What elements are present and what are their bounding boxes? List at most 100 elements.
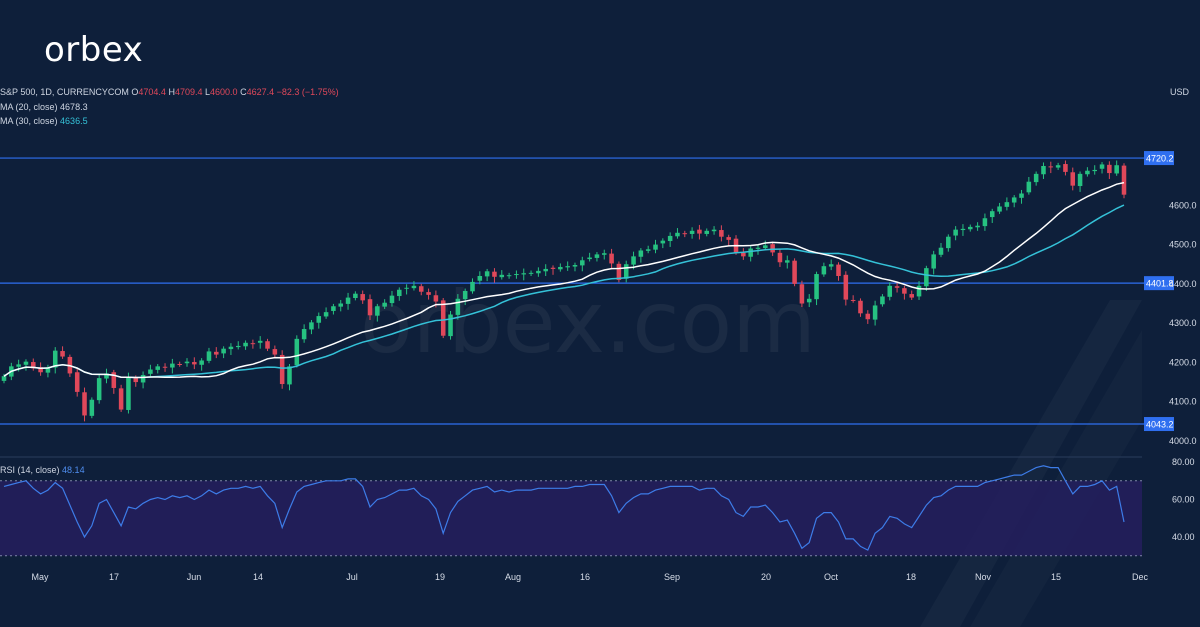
ma20-value: 4678.3 bbox=[60, 102, 88, 112]
candle-body bbox=[1092, 169, 1097, 172]
x-tick-label: 19 bbox=[435, 572, 445, 582]
candle-body bbox=[470, 281, 475, 292]
y-tick-label: 4300.0 bbox=[1169, 318, 1197, 328]
candle-body bbox=[1033, 173, 1039, 183]
high-label: H bbox=[168, 87, 175, 97]
candle-body bbox=[704, 230, 710, 234]
candle-body bbox=[806, 298, 812, 303]
candle-body bbox=[645, 249, 651, 251]
candle-body bbox=[828, 264, 834, 267]
candle-body bbox=[587, 257, 592, 260]
x-tick-label: Sep bbox=[664, 572, 680, 582]
candle-body bbox=[909, 294, 914, 298]
candle-body bbox=[953, 229, 958, 236]
candle-body bbox=[558, 266, 563, 270]
candle-body bbox=[448, 314, 453, 337]
candle-body bbox=[799, 284, 805, 304]
candle-body bbox=[887, 285, 893, 297]
candle-body bbox=[865, 313, 871, 320]
candle-body bbox=[916, 285, 922, 297]
open-label: O bbox=[131, 87, 139, 97]
candle-body bbox=[843, 274, 849, 300]
candle-body bbox=[1114, 165, 1119, 174]
candle-body bbox=[155, 366, 160, 370]
candle-body bbox=[609, 253, 614, 264]
price-level-tag bbox=[1144, 276, 1174, 291]
x-tick-label: 15 bbox=[1051, 572, 1061, 582]
candle-body bbox=[689, 230, 695, 234]
candle-body bbox=[426, 292, 431, 295]
y-tick-label: 4600.0 bbox=[1169, 200, 1197, 210]
decor-stripe bbox=[970, 330, 1142, 627]
candle-body bbox=[1019, 193, 1024, 198]
candle-body bbox=[968, 226, 973, 230]
candle-body bbox=[214, 351, 219, 355]
candle-body bbox=[294, 338, 300, 366]
candle-body bbox=[902, 288, 907, 294]
candle-body bbox=[382, 302, 387, 307]
candle-body bbox=[616, 263, 622, 280]
candle-body bbox=[309, 322, 314, 330]
candle-body bbox=[177, 364, 182, 365]
candle-body bbox=[418, 286, 424, 292]
candle-body bbox=[982, 218, 988, 227]
candle-body bbox=[528, 272, 534, 274]
candle-body bbox=[499, 274, 505, 278]
candle-body bbox=[792, 260, 797, 284]
price-level-tag bbox=[1144, 151, 1174, 166]
open-value: 4704.4 bbox=[138, 87, 166, 97]
candle-body bbox=[850, 299, 856, 301]
candle-body bbox=[565, 266, 570, 268]
candle-body bbox=[1085, 170, 1090, 175]
ma30-line bbox=[3, 204, 1125, 379]
candle-body bbox=[1063, 164, 1068, 172]
candle-body bbox=[52, 350, 58, 368]
candle-body bbox=[975, 225, 980, 228]
candle-body bbox=[763, 245, 768, 249]
candle-body bbox=[331, 306, 336, 311]
candle-body bbox=[31, 362, 36, 369]
ma30-label: MA (30, close) bbox=[0, 116, 58, 126]
candle-body bbox=[199, 360, 204, 365]
candle-body bbox=[118, 388, 124, 410]
candle-body bbox=[206, 351, 212, 361]
ma20-line bbox=[3, 181, 1125, 379]
candle-body bbox=[814, 274, 819, 300]
candle-body bbox=[301, 329, 307, 340]
candle-body bbox=[1077, 173, 1083, 187]
candle-body bbox=[484, 271, 490, 277]
candle-body bbox=[235, 345, 241, 348]
candle-body bbox=[938, 247, 944, 255]
candle-body bbox=[660, 240, 666, 244]
candle-body bbox=[492, 271, 497, 277]
ma30-value: 4636.5 bbox=[60, 116, 88, 126]
candle-body bbox=[543, 268, 548, 272]
candle-body bbox=[397, 289, 402, 297]
candle-body bbox=[506, 275, 512, 277]
candle-body bbox=[726, 237, 731, 240]
candle-body bbox=[140, 375, 146, 383]
candle-body bbox=[111, 372, 117, 388]
candle-body bbox=[126, 377, 131, 410]
candle-body bbox=[653, 244, 658, 250]
candle-body bbox=[550, 267, 556, 269]
candle-body bbox=[338, 303, 344, 307]
candle-body bbox=[623, 264, 629, 279]
candle-body bbox=[711, 229, 717, 232]
x-tick-label: Jun bbox=[187, 572, 202, 582]
candle-body bbox=[836, 264, 841, 276]
candle-body bbox=[257, 340, 263, 343]
candle-body bbox=[133, 377, 139, 383]
candle-body bbox=[821, 266, 827, 275]
candle-body bbox=[272, 349, 278, 355]
candle-body bbox=[521, 273, 527, 275]
rsi-y-tick-label: 60.00 bbox=[1172, 495, 1195, 505]
candle-body bbox=[1041, 166, 1046, 175]
candle-body bbox=[960, 228, 966, 231]
rsi-y-tick-label: 40.00 bbox=[1172, 532, 1195, 542]
candle-body bbox=[367, 299, 373, 316]
low-label: L bbox=[205, 87, 211, 97]
close-value: 4627.4 bbox=[246, 87, 275, 97]
high-value: 4709.4 bbox=[174, 87, 203, 97]
candle-body bbox=[404, 287, 409, 289]
